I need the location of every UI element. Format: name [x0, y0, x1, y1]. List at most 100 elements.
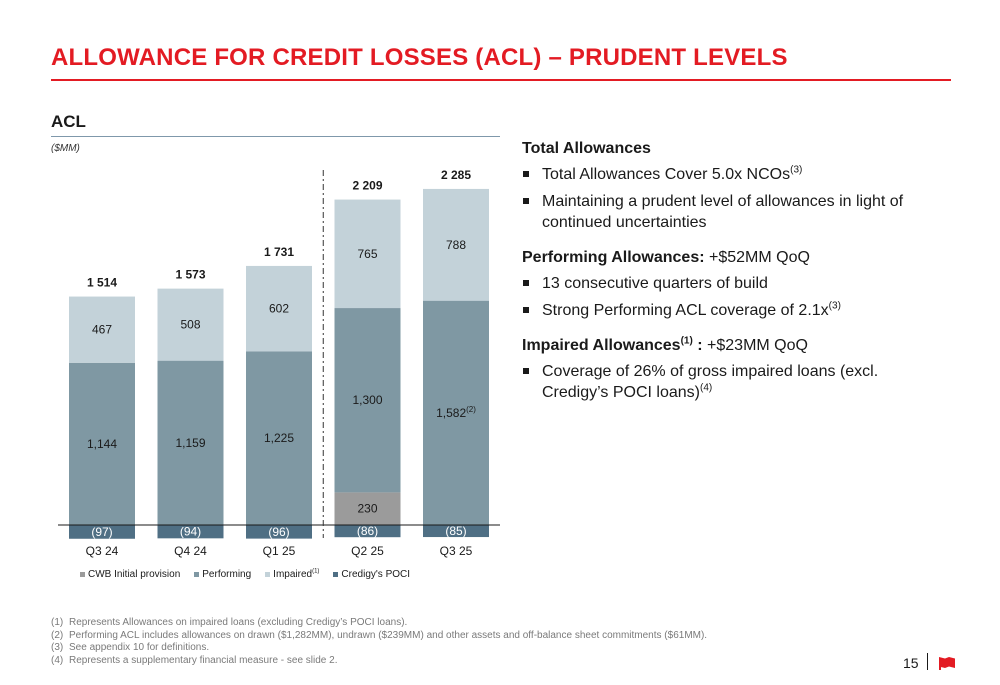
footnote-text: See appendix 10 for definitions. [69, 642, 210, 653]
legend-item-cwb: CWB Initial provision [80, 569, 180, 580]
bar-impaired [157, 288, 224, 361]
label-performing: 1,300 [352, 393, 382, 407]
legend-swatch-impaired [265, 572, 271, 577]
bullet-item: Strong Performing ACL coverage of 2.1x(3… [522, 300, 942, 321]
bar-performing [69, 362, 135, 525]
impaired-title-colon: : [692, 337, 703, 354]
label-impaired: 788 [446, 238, 466, 252]
legend-label-poci: Credigy's POCI [341, 569, 411, 580]
chart-legend: CWB Initial provision Performing Impaire… [80, 569, 410, 580]
legend-swatch-cwb [80, 572, 85, 577]
label-credigy-poci: (85) [445, 524, 466, 538]
bullet-item: Coverage of 26% of gross impaired loans … [522, 361, 942, 403]
bar-performing [423, 300, 489, 525]
legend-impaired-sup: (1) [312, 568, 320, 575]
page-number: 15 [903, 655, 919, 671]
bullet-square-icon [523, 171, 529, 177]
legend-item-impaired: Impaired(1) [265, 569, 319, 580]
label-credigy-poci: (86) [357, 524, 378, 538]
label-total: 2 209 [352, 179, 382, 193]
total-allowances-section: Total Allowances Total Allowances Cover … [522, 140, 942, 233]
x-tick-label: Q4 24 [174, 544, 207, 558]
bullet-sup: (4) [699, 382, 713, 394]
impaired-title: Impaired Allowances(1) : +$23MM QoQ [522, 336, 942, 355]
footnote-number: (3) [51, 642, 64, 653]
bar-impaired [246, 265, 312, 352]
impaired-title-label: Impaired Allowances [522, 337, 681, 354]
label-total: 1 731 [264, 245, 294, 259]
chart-unit: ($MM) [51, 143, 80, 154]
label-credigy-poci: (97) [91, 525, 112, 539]
impaired-section: Impaired Allowances(1) : +$23MM QoQ Cove… [522, 336, 942, 403]
legend-label-performing: Performing [202, 569, 252, 580]
legend-swatch-poci [333, 572, 339, 577]
legend-label-cwb: CWB Initial provision [88, 569, 181, 580]
page-number-divider [927, 653, 928, 670]
label-total: 1 573 [175, 268, 205, 282]
bar-impaired [334, 199, 401, 309]
footnote-text: Represents a supplementary financial mea… [69, 654, 338, 666]
footnote: (3) See appendix 10 for definitions. [51, 642, 707, 655]
bar-performing [157, 360, 224, 525]
performing-title: Performing Allowances: +$52MM QoQ [522, 249, 942, 267]
label-performing: 1,159 [175, 436, 205, 450]
label-performing: 1,144 [87, 437, 117, 451]
total-allowances-title: Total Allowances [522, 140, 651, 157]
label-credigy-poci: (94) [180, 525, 201, 539]
bullet-item: 13 consecutive quarters of build [522, 273, 942, 294]
x-tick-label: Q2 25 [351, 544, 384, 558]
bullet-text: Strong Performing ACL coverage of 2.1x [542, 302, 829, 319]
footnote: (2) Performing ACL includes allowances on… [51, 630, 707, 643]
label-total: 2 285 [441, 168, 471, 182]
bullet-square-icon [523, 307, 529, 313]
page-title: ALLOWANCE FOR CREDIT LOSSES (ACL) – PRUD… [51, 44, 788, 71]
bar-credigy-poci [423, 525, 489, 538]
bullet-text: Coverage of 26% of gross impaired loans … [542, 363, 879, 401]
chart-heading: ACL [51, 112, 86, 131]
bar-credigy-poci [69, 525, 135, 539]
bullet-square-icon [523, 280, 529, 286]
bar-performing [246, 351, 312, 525]
chart-heading-divider [51, 136, 500, 137]
bar-credigy-poci [246, 525, 312, 539]
footnote-text: Performing ACL includes allowances on dr… [69, 629, 708, 641]
bar-performing [334, 308, 401, 493]
performing-title-suffix: +$52MM QoQ [704, 249, 810, 266]
footnote: (1) Represents Allowances on impaired loa… [51, 617, 707, 630]
bullet-sup: (3) [790, 164, 803, 176]
bullet-square-icon [523, 368, 529, 374]
bullet-text: Maintaining a prudent level of allowance… [542, 193, 904, 231]
footnote-text: Represents Allowances on impaired loans … [69, 617, 408, 628]
x-tick-label: Q1 25 [263, 544, 296, 558]
bullet-sup: (3) [828, 300, 841, 312]
bullet-text: 13 consecutive quarters of build [542, 275, 768, 292]
x-tick-label: Q3 24 [86, 544, 119, 558]
title-divider [51, 79, 951, 81]
label-impaired: 467 [92, 323, 112, 337]
acl-stacked-bar-chart: 1,144 467 1 514 (97) Q3 24 1,159 508 1 573 (94) Q… [58, 168, 500, 558]
label-credigy-poci: (96) [268, 525, 289, 539]
bar-credigy-poci [157, 525, 224, 539]
bar-impaired [69, 296, 135, 363]
legend-item-poci: Credigy's POCI [333, 569, 410, 580]
bar-impaired [423, 188, 489, 301]
performing-section: Performing Allowances: +$52MM QoQ 13 con… [522, 249, 942, 321]
label-impaired: 765 [357, 247, 377, 261]
label-impaired: 508 [180, 318, 200, 332]
label-cwb-initial-provision: 230 [357, 502, 377, 516]
commentary-panel: Total Allowances Total Allowances Cover … [522, 140, 942, 419]
performing-title-label: Performing Allowances: [522, 249, 705, 266]
label-performing: 1,225 [264, 431, 294, 445]
bullet-text: Total Allowances Cover 5.0x NCOs [542, 166, 791, 183]
footnote-number: (2) [51, 629, 64, 641]
bullet-item: Maintaining a prudent level of allowance… [522, 191, 942, 233]
footnote: (4) Represents a supplementary financial … [51, 655, 707, 668]
legend-swatch-performing [194, 572, 200, 577]
x-tick-label: Q3 25 [440, 544, 473, 558]
bullet-square-icon [523, 198, 529, 204]
footnote-number: (4) [51, 654, 64, 666]
flag-logo-icon [939, 657, 955, 670]
legend-label-impaired: Impaired [273, 569, 313, 580]
footnotes: (1) Represents Allowances on impaired loa… [51, 617, 707, 667]
legend-item-performing: Performing [194, 569, 251, 580]
